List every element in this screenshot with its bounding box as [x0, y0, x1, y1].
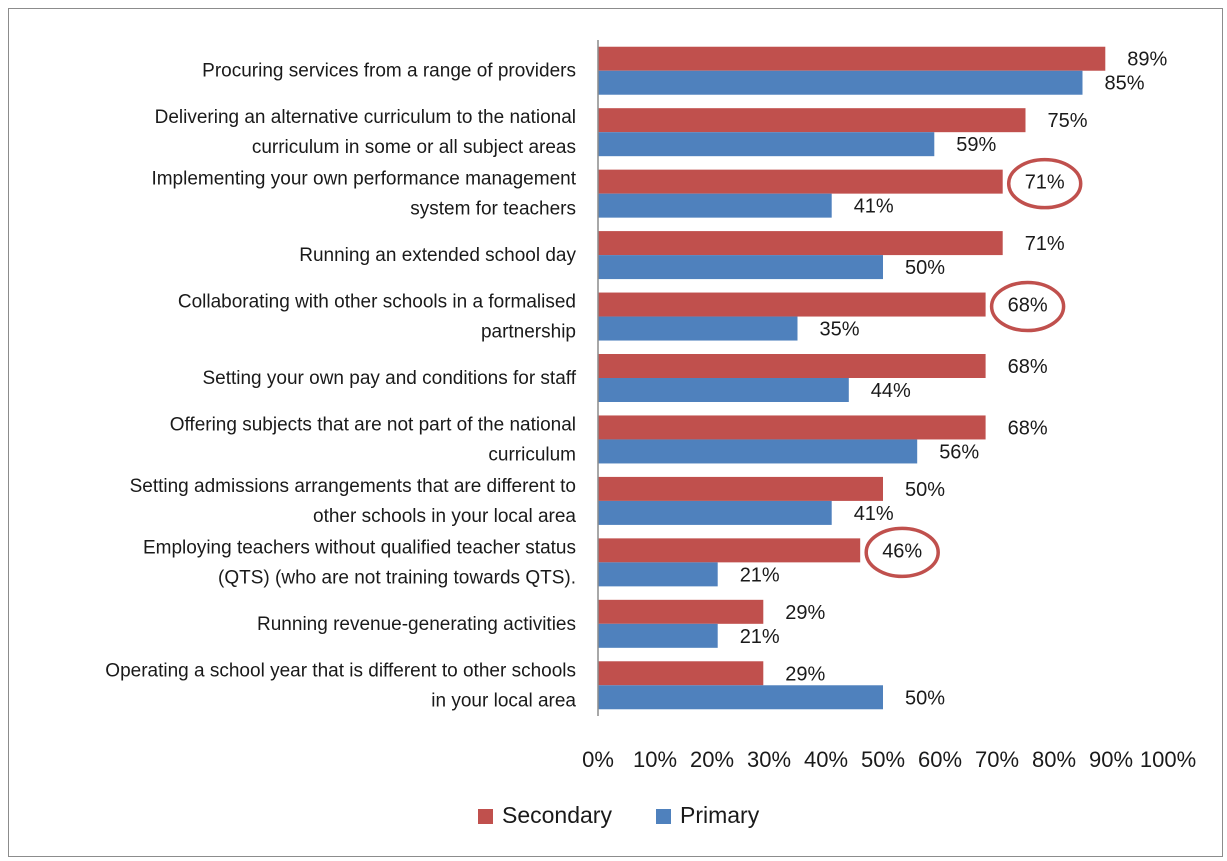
secondary-value-label: 46% [882, 540, 922, 562]
primary-value-label: 41% [854, 196, 894, 218]
category-label: Procuring services from a range of provi… [202, 61, 576, 82]
primary-bar [598, 132, 935, 157]
primary-value-label: 41% [854, 503, 894, 525]
category-label: Setting admissions arrangements that are… [130, 476, 576, 497]
primary-bar [598, 500, 832, 525]
x-tick-label: 40% [804, 747, 848, 772]
primary-value-label: 50% [905, 257, 945, 279]
secondary-value-label: 50% [905, 479, 945, 501]
secondary-bar [598, 476, 883, 501]
highlight-circle [864, 526, 940, 579]
secondary-bar [598, 169, 1003, 194]
secondary-bar [598, 231, 1003, 256]
category-label: (QTS) (who are not training towards QTS)… [218, 567, 576, 588]
legend-label-secondary: Secondary [502, 802, 612, 828]
category-label: system for teachers [410, 199, 576, 220]
primary-bar [598, 623, 718, 648]
legend-swatch-primary [656, 809, 671, 824]
primary-bar [598, 562, 718, 587]
primary-value-label: 44% [871, 380, 911, 402]
secondary-bar [598, 415, 986, 440]
x-tick-label: 80% [1032, 747, 1076, 772]
secondary-value-label: 89% [1127, 49, 1167, 71]
primary-value-label: 35% [820, 319, 860, 341]
primary-bar [598, 439, 918, 464]
primary-value-label: 59% [956, 134, 996, 156]
secondary-value-label: 68% [1008, 295, 1048, 317]
x-tick-label: 60% [918, 747, 962, 772]
primary-bar [598, 70, 1083, 95]
primary-bar [598, 685, 883, 710]
primary-value-label: 21% [740, 626, 780, 648]
secondary-value-label: 29% [785, 663, 825, 685]
x-tick-label: 0% [582, 747, 614, 772]
highlight-circle [1006, 157, 1083, 210]
legend-label-primary: Primary [680, 802, 760, 828]
secondary-value-label: 68% [1008, 356, 1048, 378]
primary-bar [598, 316, 798, 341]
primary-value-label: 50% [905, 687, 945, 709]
secondary-bar [598, 599, 764, 624]
category-label: Collaborating with other schools in a fo… [178, 292, 576, 313]
category-label: Running an extended school day [299, 245, 576, 266]
x-tick-label: 50% [861, 747, 905, 772]
secondary-bar [598, 354, 986, 378]
category-label: Implementing your own performance manage… [151, 169, 576, 190]
secondary-bar [598, 292, 986, 317]
secondary-bar [598, 661, 764, 686]
secondary-value-label: 71% [1025, 233, 1065, 255]
primary-value-label: 85% [1105, 73, 1145, 95]
x-tick-label: 20% [690, 747, 734, 772]
primary-bar [598, 378, 849, 402]
category-label: curriculum in some or all subject areas [252, 137, 576, 158]
primary-bar [598, 255, 883, 280]
secondary-bar [598, 538, 861, 563]
legend-swatch-secondary [478, 809, 493, 824]
category-label: Offering subjects that are not part of t… [170, 414, 576, 435]
x-tick-label: 70% [975, 747, 1019, 772]
secondary-value-label: 68% [1008, 417, 1048, 439]
category-label: Operating a school year that is differen… [105, 660, 576, 681]
primary-value-label: 21% [740, 564, 780, 586]
category-label: partnership [481, 322, 576, 343]
x-tick-label: 30% [747, 747, 791, 772]
secondary-bar [598, 108, 1026, 133]
category-label: Delivering an alternative curriculum to … [155, 107, 576, 128]
x-tick-label: 10% [633, 747, 677, 772]
category-label: Running revenue-generating activities [257, 614, 576, 635]
secondary-value-label: 71% [1025, 172, 1065, 194]
highlight-circle [989, 280, 1066, 333]
secondary-value-label: 29% [785, 602, 825, 624]
x-tick-label: 90% [1089, 747, 1133, 772]
primary-value-label: 56% [939, 441, 979, 463]
primary-bar [598, 193, 832, 218]
category-label: curriculum [488, 444, 576, 465]
secondary-value-label: 75% [1048, 110, 1088, 132]
category-label: in your local area [431, 690, 576, 711]
category-label: Setting your own pay and conditions for … [202, 368, 576, 389]
category-label: other schools in your local area [313, 506, 576, 527]
category-label: Employing teachers without qualified tea… [143, 537, 576, 558]
secondary-bar [598, 46, 1106, 71]
x-tick-label: 100% [1140, 747, 1196, 772]
